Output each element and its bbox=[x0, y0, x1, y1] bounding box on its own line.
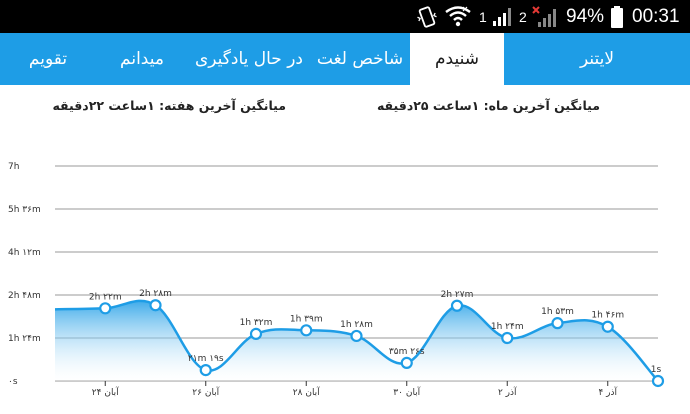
vibrate-icon bbox=[416, 0, 440, 33]
data-label: 1h ۵۳m bbox=[541, 307, 574, 317]
data-point bbox=[99, 302, 112, 315]
x-tick-label: ۲ آذر bbox=[498, 386, 517, 398]
sim1-label: 1 bbox=[479, 8, 487, 25]
data-label: 1s bbox=[651, 365, 662, 375]
tab-known[interactable]: میدانم bbox=[120, 49, 164, 69]
tab-calendar[interactable]: تقویم bbox=[28, 49, 68, 69]
month-average: میانگین آخرین ماه: ۱ساعت ۲۵دقیقه bbox=[376, 98, 600, 113]
data-point bbox=[300, 324, 313, 337]
y-tick-label: 7h bbox=[8, 162, 19, 172]
y-tick-label: 4h ۱۲m bbox=[8, 248, 41, 258]
data-label: ۳۵m ۲۶s bbox=[389, 347, 425, 357]
x-tick-label: ۲۶ آبان bbox=[192, 386, 219, 398]
data-label: 1h ۳۹m bbox=[290, 314, 323, 324]
data-point bbox=[601, 320, 614, 333]
data-label: 1h ۲۸m bbox=[340, 320, 373, 330]
tab-word-index[interactable]: شاخص لغت bbox=[316, 49, 404, 69]
tab-bar: تقویم میدانم در حال یادگیری شاخص لغت شنی… bbox=[0, 33, 690, 85]
y-tick-label: ۰s bbox=[8, 377, 18, 387]
data-label: 2h ۲۲m bbox=[89, 292, 122, 302]
x-tick-label: ۴ آذر bbox=[598, 386, 617, 398]
clock: 00:31 bbox=[632, 5, 680, 27]
y-tick-label: 5h ۳۶m bbox=[8, 205, 41, 215]
data-point bbox=[350, 329, 363, 343]
data-label: 1h ۳۲m bbox=[240, 318, 273, 328]
signal-icon bbox=[492, 0, 514, 33]
y-tick-label: 1h ۲۴m bbox=[8, 334, 41, 344]
data-point bbox=[249, 327, 263, 341]
data-label: 2h ۲۸m bbox=[139, 289, 172, 299]
data-label: ۲۱m ۱۹s bbox=[188, 354, 224, 364]
data-label: 2h ۲۷m bbox=[441, 290, 474, 300]
data-point bbox=[400, 356, 413, 369]
data-point bbox=[199, 363, 212, 377]
wifi-icon bbox=[444, 0, 472, 33]
activity-chart: ۰s 1h ۲۴m 2h ۴۸m 4h ۱۲m 5h ۳۶m 7h ۲۴ آبان ۲۶ آب… bbox=[8, 162, 665, 398]
status-bar: 1 2 94% 00:31 bbox=[0, 0, 690, 33]
data-point bbox=[149, 299, 162, 312]
data-point bbox=[501, 331, 514, 345]
tab-heard[interactable]: شنیدم bbox=[410, 33, 504, 85]
signal-icon bbox=[532, 0, 560, 33]
x-tick-label: ۲۸ آبان bbox=[293, 386, 320, 398]
week-average: میانگین آخرین هفته: ۱ساعت ۲۲دقیقه bbox=[52, 98, 286, 113]
tab-learning[interactable]: در حال یادگیری bbox=[194, 49, 304, 69]
battery-percent: 94% bbox=[566, 5, 605, 27]
data-label: 1h ۴۶m bbox=[591, 311, 624, 321]
x-tick-label: ۲۴ آبان bbox=[92, 386, 119, 398]
data-label: 1h ۲۴m bbox=[491, 322, 524, 332]
battery-icon bbox=[610, 0, 626, 33]
tab-leitner[interactable]: لایتنر bbox=[579, 49, 615, 69]
sim2-label: 2 bbox=[519, 8, 527, 25]
data-point bbox=[651, 374, 665, 388]
data-point bbox=[551, 317, 564, 330]
x-tick-label: ۳۰ آبان bbox=[393, 386, 420, 398]
data-point bbox=[450, 299, 464, 312]
y-tick-label: 2h ۴۸m bbox=[8, 291, 41, 301]
